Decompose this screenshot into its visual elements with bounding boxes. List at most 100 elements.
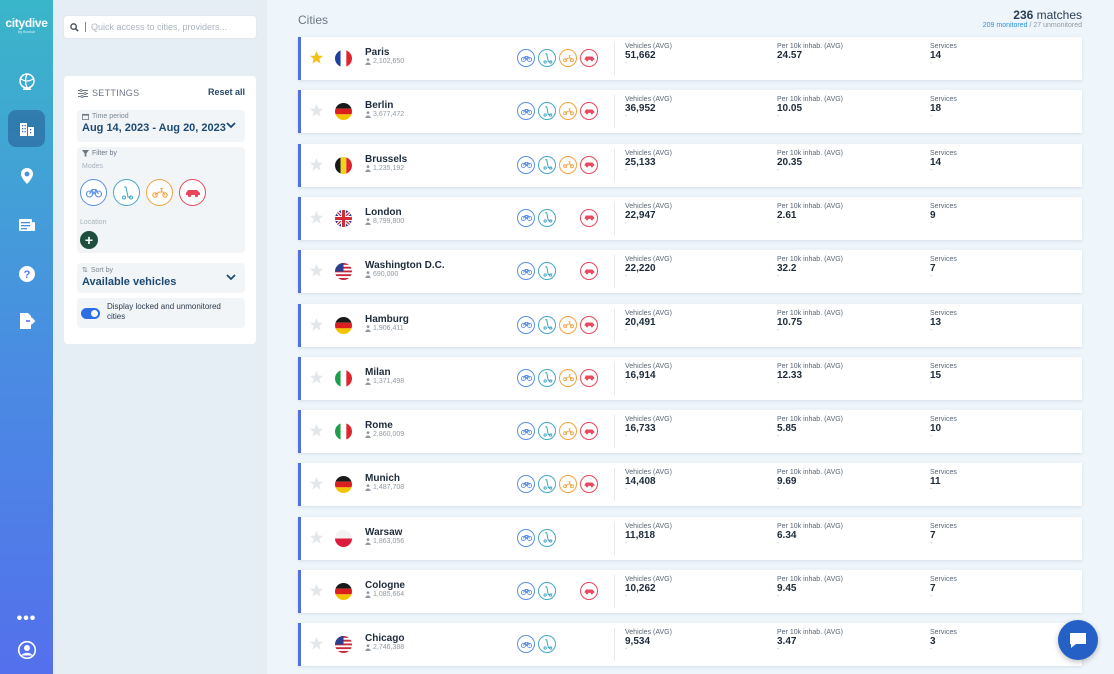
car-icon [185,189,200,197]
star-icon[interactable] [309,50,324,65]
funnel-icon [82,150,89,157]
metric-value: 15 [930,369,942,381]
settings-card: SETTINGS Reset all Time period Aug 14, 2… [64,76,256,344]
metric-trend: - [777,326,780,334]
nav-account[interactable] [8,631,45,668]
metric-value: 32.2 [777,263,797,275]
metric-value: 22,947 [625,209,656,221]
city-card[interactable]: Cologne 1,085,664 Vehicles (AVG) 10,262 … [298,570,1082,613]
mode-bike-icon [517,528,535,547]
search-input[interactable] [85,22,245,32]
country-flag [335,423,352,441]
metric-trend: - [930,273,933,281]
nav-help[interactable]: ? [8,255,45,292]
scooter-icon [121,185,133,199]
mode-toggle-car[interactable] [179,179,206,206]
more-icon[interactable]: ••• [16,609,37,627]
metric-value: 51,662 [625,50,656,61]
metric-services: Services 7 - [930,576,957,600]
city-card[interactable]: Milan 1,371,498 Vehicles (AVG) 16,914 - … [298,356,1082,400]
metric-value: 11,818 [625,529,656,541]
nav-globe[interactable] [8,63,45,100]
metric-label: Vehicles (AVG) [625,202,672,210]
city-card[interactable]: Munich 1,487,708 Vehicles (AVG) 14,408 -… [298,463,1082,507]
reset-all-link[interactable]: Reset all [207,87,245,97]
divider [614,575,615,608]
city-card[interactable]: Washington D.C. 690,000 Vehicles (AVG) 2… [298,250,1082,294]
city-name[interactable]: Hamburg [365,313,409,325]
monitored-count[interactable]: 209 monitored [982,22,1028,29]
star-icon[interactable] [309,317,324,332]
city-card[interactable]: Hamburg 1,906,411 Vehicles (AVG) 20,491 … [298,303,1082,347]
star-icon[interactable] [309,636,324,651]
add-location-button[interactable]: + [80,231,98,249]
nav-export[interactable] [8,302,45,339]
time-period-select[interactable]: Time period Aug 14, 2023 - Aug 20, 2023 [77,110,245,142]
star-icon[interactable] [309,476,324,491]
mode-toggle-bike[interactable] [80,179,107,206]
search-box[interactable] [64,16,256,38]
star-icon[interactable] [309,530,324,545]
city-card[interactable]: Berlin 3,677,472 Vehicles (AVG) 36,952 -… [298,90,1082,134]
city-card[interactable]: Warsaw 1,863,056 Vehicles (AVG) 11,818 -… [298,516,1082,560]
city-card[interactable]: Brussels 1,235,192 Vehicles (AVG) 25,133… [298,143,1082,187]
city-name[interactable]: Paris [365,47,390,58]
nav-reports[interactable] [8,206,45,243]
city-population: 2,102,650 [365,58,404,65]
city-card[interactable]: Rome 2,860,009 Vehicles (AVG) 16,733 - P… [298,410,1082,454]
metric-label: Services [930,43,957,50]
metric-services: Services 9 - [930,203,957,227]
sort-select[interactable]: ⇅ Sort by Available vehicles [77,263,245,293]
star-icon[interactable] [309,583,324,598]
country-flag [335,583,352,600]
city-name[interactable]: Berlin [365,100,394,112]
star-icon[interactable] [309,370,324,385]
city-card[interactable]: London 8,799,800 Vehicles (AVG) 22,947 -… [298,196,1082,240]
metric-trend: - [625,273,628,281]
metric-trend: - [625,60,628,67]
filter-label: Filter by [92,150,117,157]
mode-toggle-scooter[interactable] [113,179,140,206]
city-name[interactable]: Warsaw [365,526,403,538]
mode-car-icon [580,208,598,227]
star-icon[interactable] [309,210,324,225]
city-card[interactable]: Paris 2,102,650 Vehicles (AVG) 51,662 - … [298,37,1082,80]
city-population: 2,746,388 [365,644,404,652]
unmonitored-toggle[interactable] [81,308,100,319]
star-icon[interactable] [309,157,324,172]
city-name[interactable]: Rome [365,420,393,432]
mode-scooter-icon [538,635,556,654]
mode-toggle-moped[interactable] [146,179,173,206]
metric-trend: - [930,326,933,334]
metric-services: Services 13 - [930,310,957,334]
nav-cities[interactable] [8,110,45,147]
nav-locations[interactable] [8,157,45,194]
city-name[interactable]: Cologne [365,580,405,591]
city-name[interactable]: Chicago [365,633,405,645]
city-name[interactable]: London [365,206,402,218]
country-flag [335,209,352,227]
star-icon[interactable] [309,423,324,438]
metric-label: Services [930,629,957,637]
city-name[interactable]: Munich [365,473,400,485]
user-avatar-icon [17,640,36,659]
star-icon[interactable] [309,103,324,118]
city-modes [517,262,598,281]
chat-button[interactable] [1058,620,1098,660]
cities-icon [19,122,34,136]
population-value: 1,487,708 [373,484,405,492]
city-name[interactable]: Washington D.C. [365,260,445,272]
metric-vehicles: Vehicles (AVG) 14,408 - [625,469,672,493]
metric-trend: - [777,433,780,441]
city-modes [517,582,598,600]
city-card[interactable]: Chicago 2,746,388 Vehicles (AVG) 9,534 -… [298,623,1082,667]
star-icon[interactable] [309,263,324,278]
metric-trend: - [930,113,933,121]
app-logo[interactable]: citydive [5,16,48,30]
city-name[interactable]: Milan [365,366,391,378]
metric-value: 13 [930,316,942,328]
metric-trend: - [625,326,628,334]
city-name[interactable]: Brussels [365,153,408,165]
metric-label: Per 10k inhab. (AVG) [777,202,844,210]
mode-bike-icon [517,102,535,121]
